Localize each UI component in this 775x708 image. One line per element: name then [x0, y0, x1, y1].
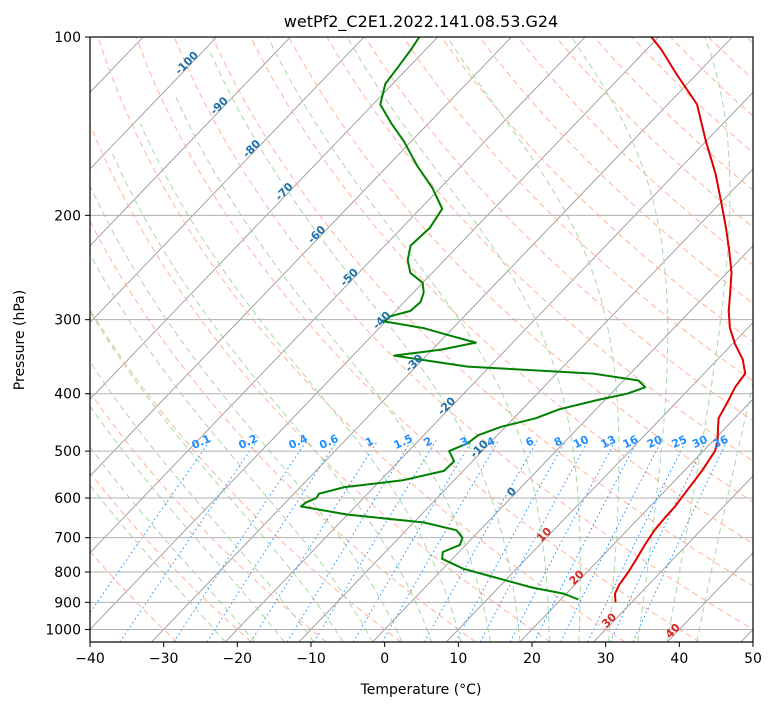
dewpoint-profile	[299, 37, 647, 601]
y-tick-label: 900	[54, 595, 81, 611]
moist-adiabat	[90, 484, 226, 642]
mixing-ratio-label: 16	[621, 433, 641, 451]
mixing-ratio-label: 20	[645, 433, 665, 451]
x-axis: −40 −30 −20 −10 0 10 20 30 40 50	[75, 642, 762, 667]
isotherm	[593, 475, 753, 642]
temperature-profile	[614, 37, 747, 603]
y-tick-label: 100	[54, 30, 81, 46]
moist-adiabat	[90, 446, 256, 642]
isotherm	[90, 37, 660, 631]
dry-adiabat	[364, 37, 753, 422]
mixing-ratio-label: 13	[599, 433, 618, 451]
mixing-ratio-line	[587, 440, 687, 642]
y-axis: 100 200 300 400 500 600 700 800 900 1000	[45, 30, 90, 638]
dry-adiabat	[90, 308, 402, 642]
mixing-ratio-line	[560, 440, 663, 642]
dry-adiabat	[479, 37, 753, 304]
mixing-ratio-label: 25	[670, 433, 689, 451]
moist-adiabat	[90, 360, 315, 642]
moist-adiabat	[174, 94, 491, 642]
y-tick-label: 1000	[45, 622, 81, 638]
x-tick-label: 0	[380, 651, 389, 667]
x-tick-label: −40	[75, 651, 105, 667]
isotherm	[372, 245, 753, 642]
mixing-ratio-label: 10	[571, 433, 591, 451]
y-tick-label: 800	[54, 565, 81, 581]
isotherm	[224, 91, 753, 642]
x-tick-label: 50	[744, 651, 762, 667]
x-tick-label: 10	[449, 651, 467, 667]
mixing-ratio-line	[609, 440, 708, 642]
y-tick-label: 300	[54, 313, 81, 329]
y-tick-label: 600	[54, 491, 81, 507]
chart-title: wetPf2_C2E1.2022.141.08.53.G24	[284, 12, 558, 32]
isotherm	[90, 37, 218, 170]
mixing-ratio-line	[479, 440, 589, 642]
y-tick-label: 700	[54, 531, 81, 547]
mixing-ratio-line	[423, 440, 538, 642]
x-tick-label: −20	[223, 651, 253, 667]
y-tick-label: 200	[54, 208, 81, 224]
x-axis-label: Temperature (°C)	[360, 682, 482, 698]
moist-adiabat	[90, 405, 285, 642]
dry-adiabat	[135, 37, 700, 642]
y-axis-label: Pressure (hPa)	[12, 290, 28, 390]
mixing-ratio-label: 36	[711, 433, 731, 451]
mixing-ratio-line	[286, 440, 412, 642]
mixing-ratio-line	[313, 440, 437, 642]
mixing-ratio-line	[533, 440, 638, 642]
mixing-ratio-line	[173, 440, 308, 642]
pressure-grid	[90, 37, 753, 630]
moist-adiabat	[346, 37, 581, 642]
moist-adiabat	[446, 37, 620, 642]
dry-adiabat	[90, 471, 252, 642]
isotherm	[90, 37, 586, 554]
x-tick-label: 30	[597, 651, 615, 667]
mixing-ratio-line	[381, 440, 500, 642]
moist-adiabat	[570, 37, 669, 642]
mixing-ratio-label: 30	[690, 433, 710, 451]
isotherm	[445, 321, 753, 642]
plot-area	[90, 37, 753, 642]
dry-adiabat	[440, 37, 753, 343]
x-tick-label: −10	[296, 651, 326, 667]
mixing-ratio-line	[352, 440, 473, 642]
mixing-ratio-line	[455, 440, 567, 642]
y-tick-label: 400	[54, 387, 81, 403]
isotherm	[90, 37, 512, 477]
mixing-ratio-line	[509, 440, 616, 642]
mixing-ratio-lines	[90, 440, 728, 642]
dry-adiabat	[402, 37, 753, 382]
moist-adiabat	[696, 381, 753, 642]
moist-adiabat	[666, 37, 731, 642]
isotherm	[90, 37, 439, 400]
dry-adiabat	[173, 37, 753, 630]
dry-adiabat	[90, 220, 476, 642]
x-tick-label: 40	[670, 651, 688, 667]
x-tick-label: 20	[523, 651, 541, 667]
moist-adiabat	[90, 184, 403, 642]
moist-adiabat	[90, 310, 344, 642]
moist-adiabat	[267, 37, 550, 642]
x-tick-label: −30	[149, 651, 179, 667]
isotherm	[151, 37, 733, 642]
isotherm	[90, 37, 365, 324]
y-tick-label: 500	[54, 444, 81, 460]
profiles	[299, 37, 747, 603]
moist-adiabat	[139, 123, 462, 642]
isotherm	[0, 37, 69, 642]
moist-adiabat	[208, 49, 521, 642]
plot-frame	[89, 36, 754, 643]
isotherm	[90, 37, 291, 247]
dry-adiabat	[97, 37, 626, 642]
mixing-ratio-line	[90, 440, 211, 614]
background-lines	[0, 37, 753, 642]
moist-adiabat	[90, 253, 374, 642]
